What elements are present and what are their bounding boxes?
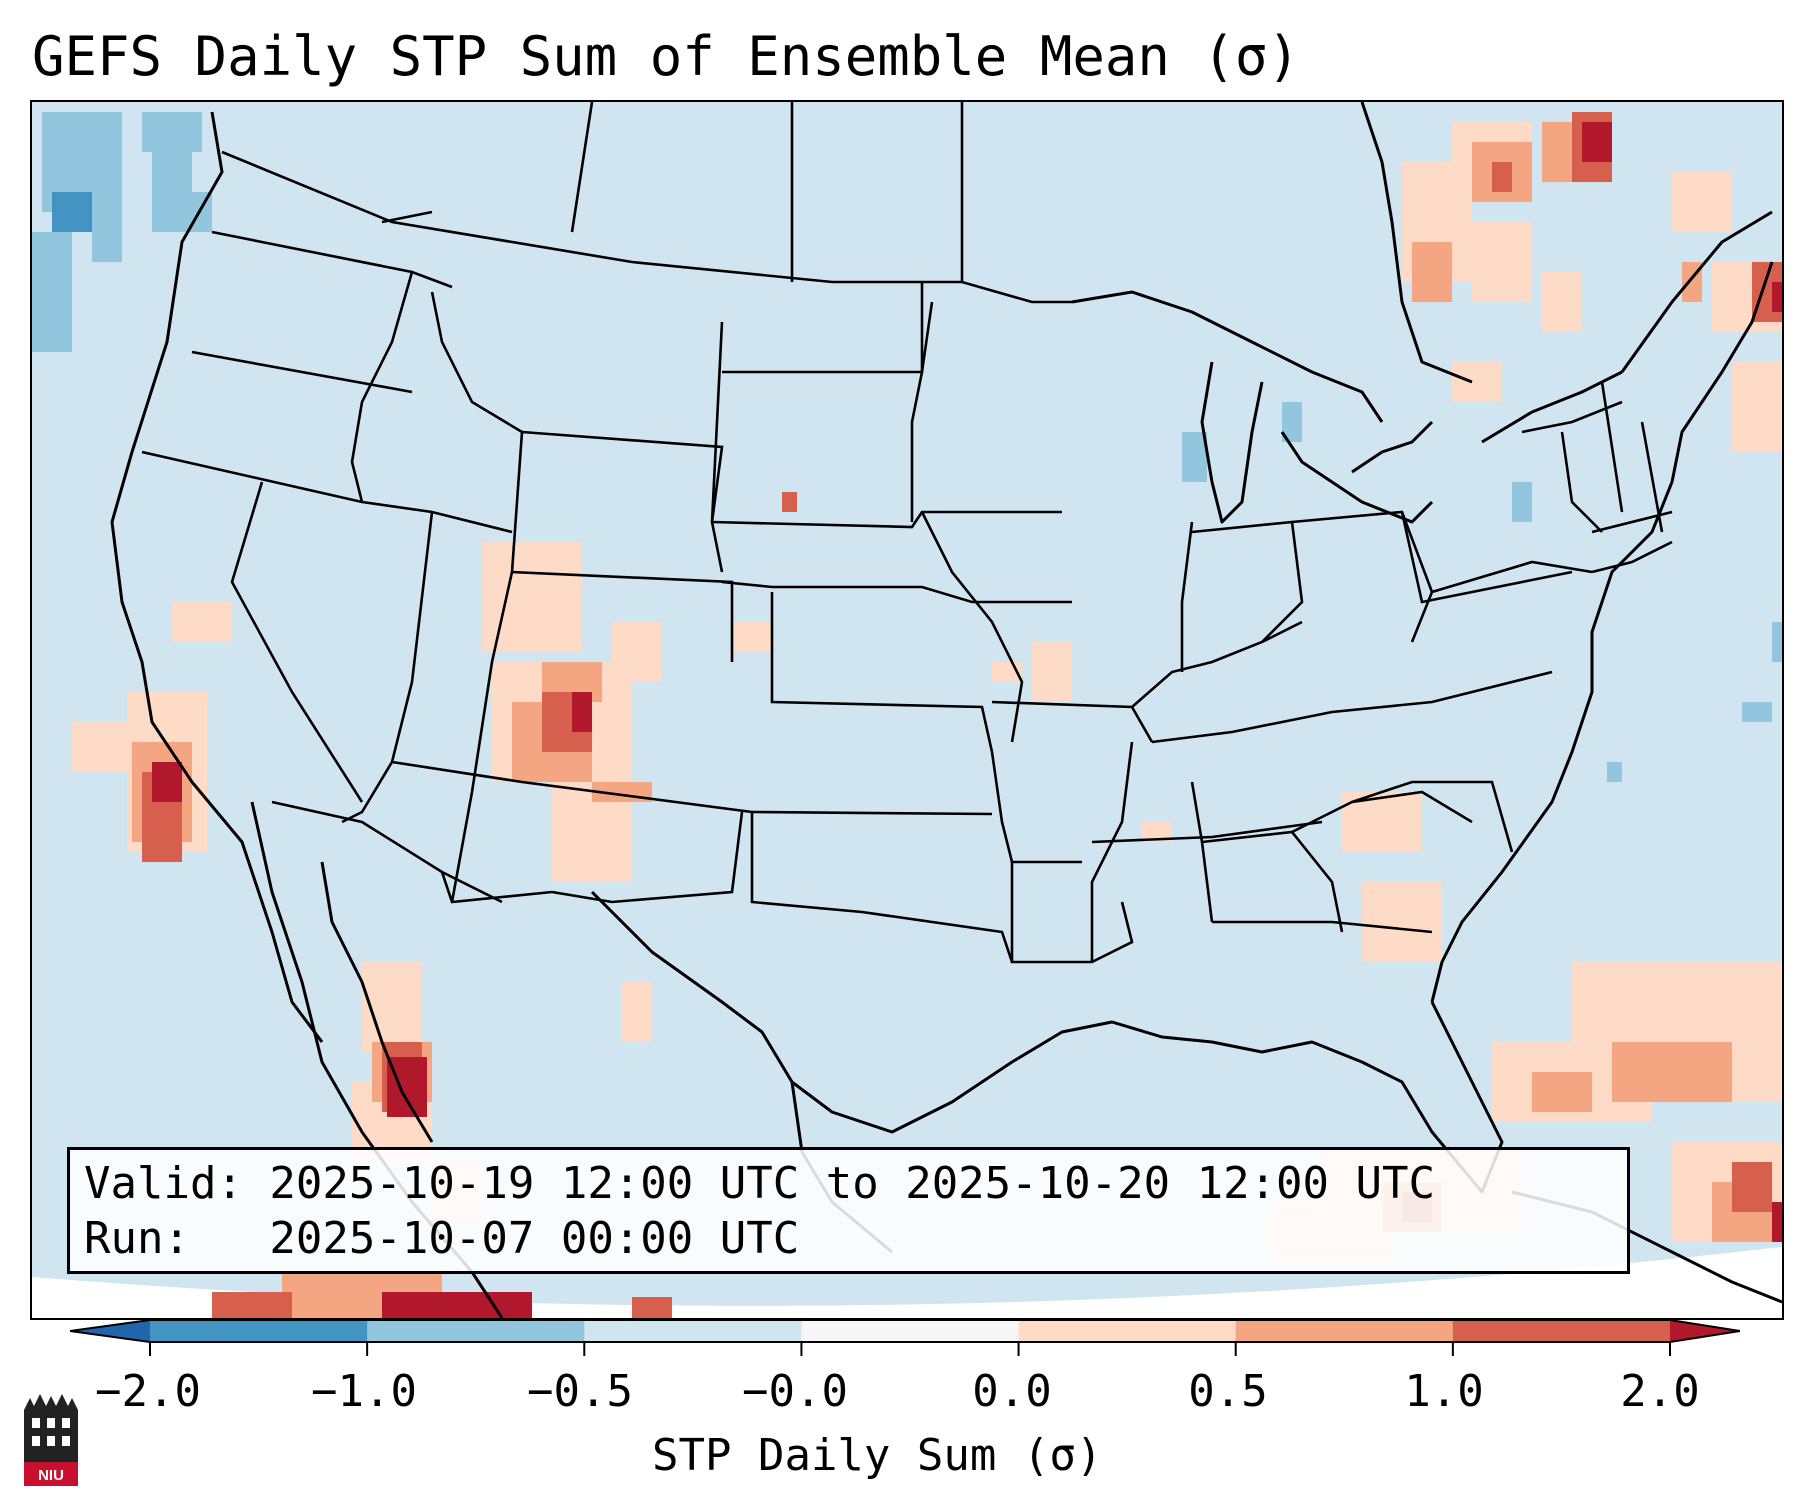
- colorbar-tick-label: −1.0: [311, 1366, 417, 1417]
- colorbar-bin: [1452, 1320, 1671, 1342]
- page-title: GEFS Daily STP Sum of Ensemble Mean (σ): [32, 25, 1300, 88]
- coastlines: [110, 102, 1782, 1318]
- colorbar-tick-label: 2.0: [1620, 1366, 1700, 1417]
- colorbar: [70, 1319, 1740, 1356]
- colorbar-bin: [801, 1320, 1020, 1342]
- colorbar-ticks: [149, 1342, 1671, 1356]
- map-panel[interactable]: [30, 100, 1784, 1320]
- stp-map[interactable]: [32, 102, 1782, 1318]
- colorbar-tick-label: −2.0: [95, 1366, 201, 1417]
- niu-logo-icon: NIU: [24, 1394, 78, 1486]
- anomaly-cells: [32, 112, 1782, 1318]
- domain-edge: [32, 1247, 1782, 1318]
- colorbar-bin: [1235, 1320, 1454, 1342]
- colorbar-bin: [1018, 1320, 1237, 1342]
- valid-time-text: Valid: 2025-10-19 12:00 UTC to 2025-10-2…: [84, 1158, 1436, 1209]
- colorbar-bin: [150, 1320, 368, 1342]
- colorbar-tick-label: −0.5: [527, 1366, 633, 1417]
- state-borders: [141, 102, 1673, 964]
- colorbar-title: STP Daily Sum (σ): [652, 1430, 1103, 1481]
- colorbar-extend-high: [1670, 1320, 1740, 1342]
- colorbar-tick-label: 0.5: [1188, 1366, 1268, 1417]
- run-time-text: Run: 2025-10-07 00:00 UTC: [84, 1213, 800, 1264]
- colorbar-tick-label: 1.0: [1404, 1366, 1484, 1417]
- logo-text: NIU: [38, 1467, 64, 1484]
- colorbar-tick-label: −0.0: [742, 1366, 848, 1417]
- valid-run-box: Valid: 2025-10-19 12:00 UTC to 2025-10-2…: [67, 1147, 1630, 1274]
- colorbar-bins: [70, 1320, 1740, 1342]
- colorbar-bin: [584, 1320, 802, 1342]
- colorbar-bin: [367, 1320, 585, 1342]
- colorbar-tick-label: 0.0: [972, 1366, 1052, 1417]
- colorbar-extend-low: [70, 1320, 150, 1342]
